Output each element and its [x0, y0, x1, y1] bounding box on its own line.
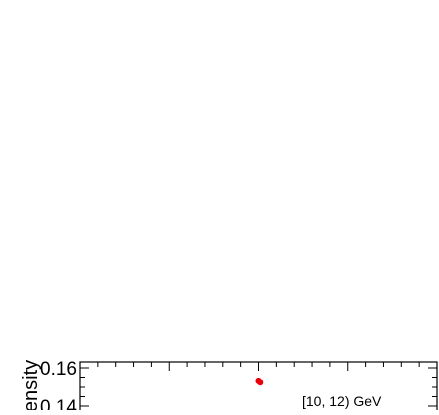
data-point — [257, 379, 264, 386]
data-points — [255, 377, 264, 386]
y-axis-label: ensity — [20, 360, 42, 410]
y-tick-labels: 0.16 0.14 — [40, 359, 77, 415]
tick-marks — [79, 362, 438, 407]
bin-annotation: [10, 12) GeV — [302, 393, 382, 409]
y-tick-label: 0.16 — [40, 359, 77, 380]
y-tick-label: 0.14 — [40, 397, 77, 410]
plot-frame — [79, 361, 438, 415]
